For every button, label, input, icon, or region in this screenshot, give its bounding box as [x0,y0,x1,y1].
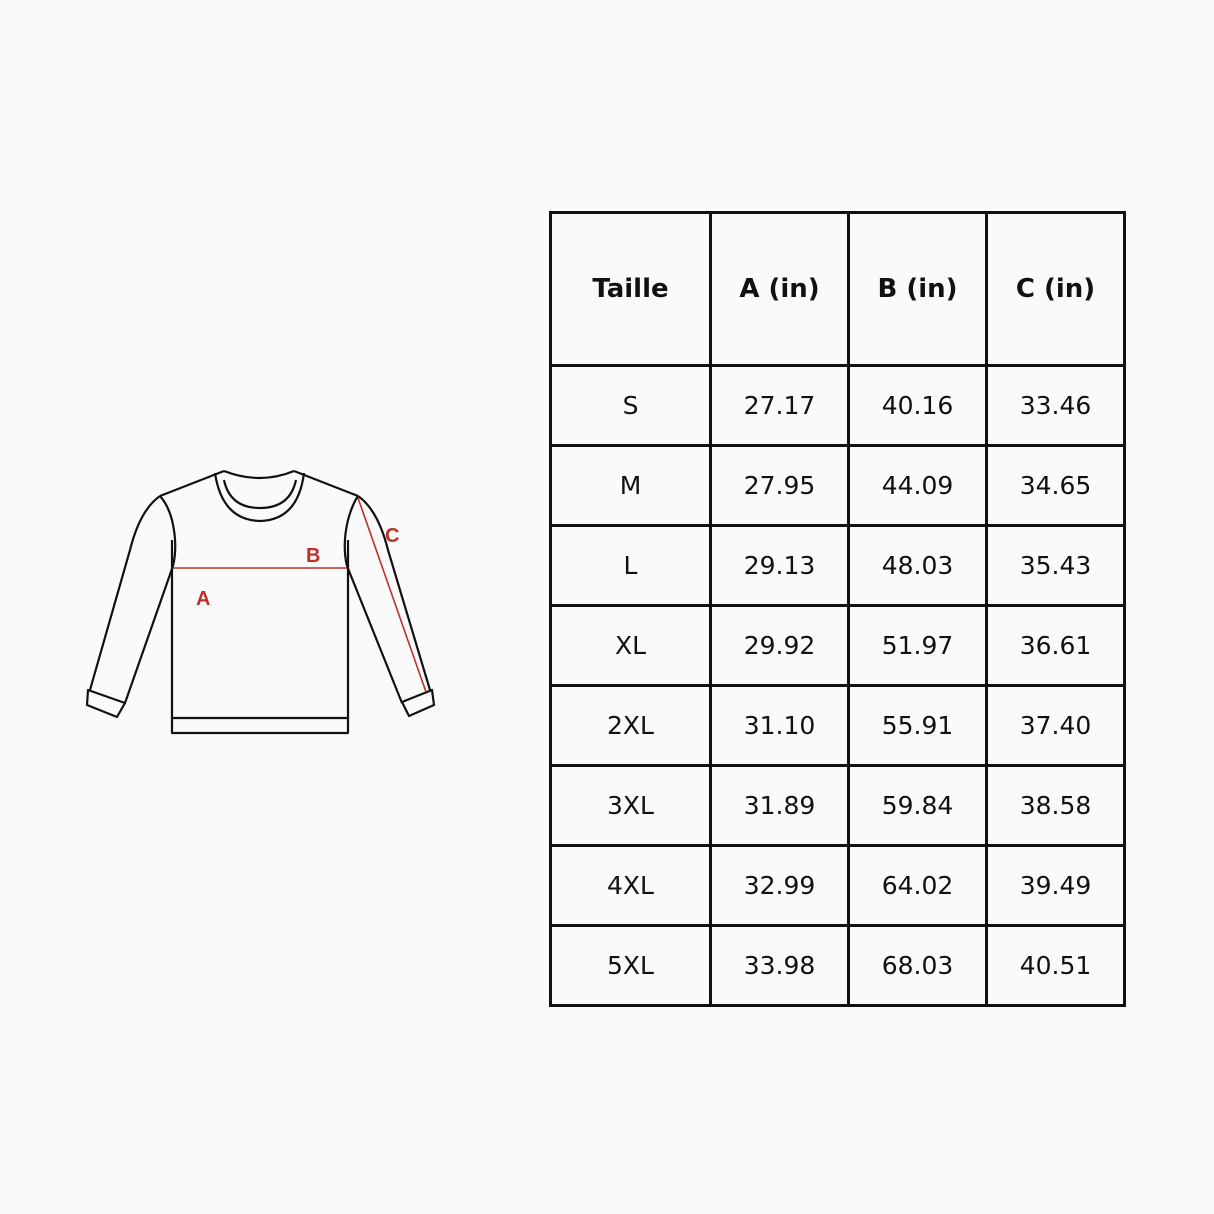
label-c: C [385,525,399,547]
cell-size: XL [549,604,712,687]
header-a: A (in) [709,211,850,367]
cell-c: 38.58 [985,764,1126,847]
table-row: 5XL 33.98 68.03 40.51 [549,924,1126,1007]
cell-c: 36.61 [985,604,1126,687]
cell-c: 34.65 [985,444,1126,527]
cell-b: 64.02 [847,844,988,927]
sweater-outline [85,469,436,735]
label-b: B [306,545,320,567]
table-row: 2XL 31.10 55.91 37.40 [549,684,1126,767]
header-c: C (in) [985,211,1126,367]
cell-b: 44.09 [847,444,988,527]
table-row: M 27.95 44.09 34.65 [549,444,1126,527]
header-b: B (in) [847,211,988,367]
table-row: XL 29.92 51.97 36.61 [549,604,1126,687]
cell-a: 31.89 [709,764,850,847]
label-a: A [196,588,210,610]
cell-c: 33.46 [985,364,1126,447]
cell-size: 4XL [549,844,712,927]
header-row: Taille A (in) B (in) C (in) [549,211,1126,367]
cell-a: 32.99 [709,844,850,927]
table-row: 3XL 31.89 59.84 38.58 [549,764,1126,847]
header-size: Taille [549,211,712,367]
cell-c: 35.43 [985,524,1126,607]
cell-a: 31.10 [709,684,850,767]
cell-a: 29.13 [709,524,850,607]
size-table: Taille A (in) B (in) C (in) S 27.17 40.16 3… [549,211,1126,1007]
cell-b: 51.97 [847,604,988,687]
measure-line-c [357,497,427,693]
cell-b: 59.84 [847,764,988,847]
cell-c: 39.49 [985,844,1126,927]
cell-size: S [549,364,712,447]
cell-b: 55.91 [847,684,988,767]
cell-a: 27.17 [709,364,850,447]
cell-size: 5XL [549,924,712,1007]
cell-c: 37.40 [985,684,1126,767]
cell-size: L [549,524,712,607]
cell-size: M [549,444,712,527]
cell-b: 40.16 [847,364,988,447]
cell-a: 29.92 [709,604,850,687]
cell-c: 40.51 [985,924,1126,1007]
cell-b: 48.03 [847,524,988,607]
table-row: S 27.17 40.16 33.46 [549,364,1126,447]
table-row: L 29.13 48.03 35.43 [549,524,1126,607]
cell-a: 33.98 [709,924,850,1007]
table-row: 4XL 32.99 64.02 39.49 [549,844,1126,927]
cell-b: 68.03 [847,924,988,1007]
cell-a: 27.95 [709,444,850,527]
cell-size: 2XL [549,684,712,767]
cell-size: 3XL [549,764,712,847]
